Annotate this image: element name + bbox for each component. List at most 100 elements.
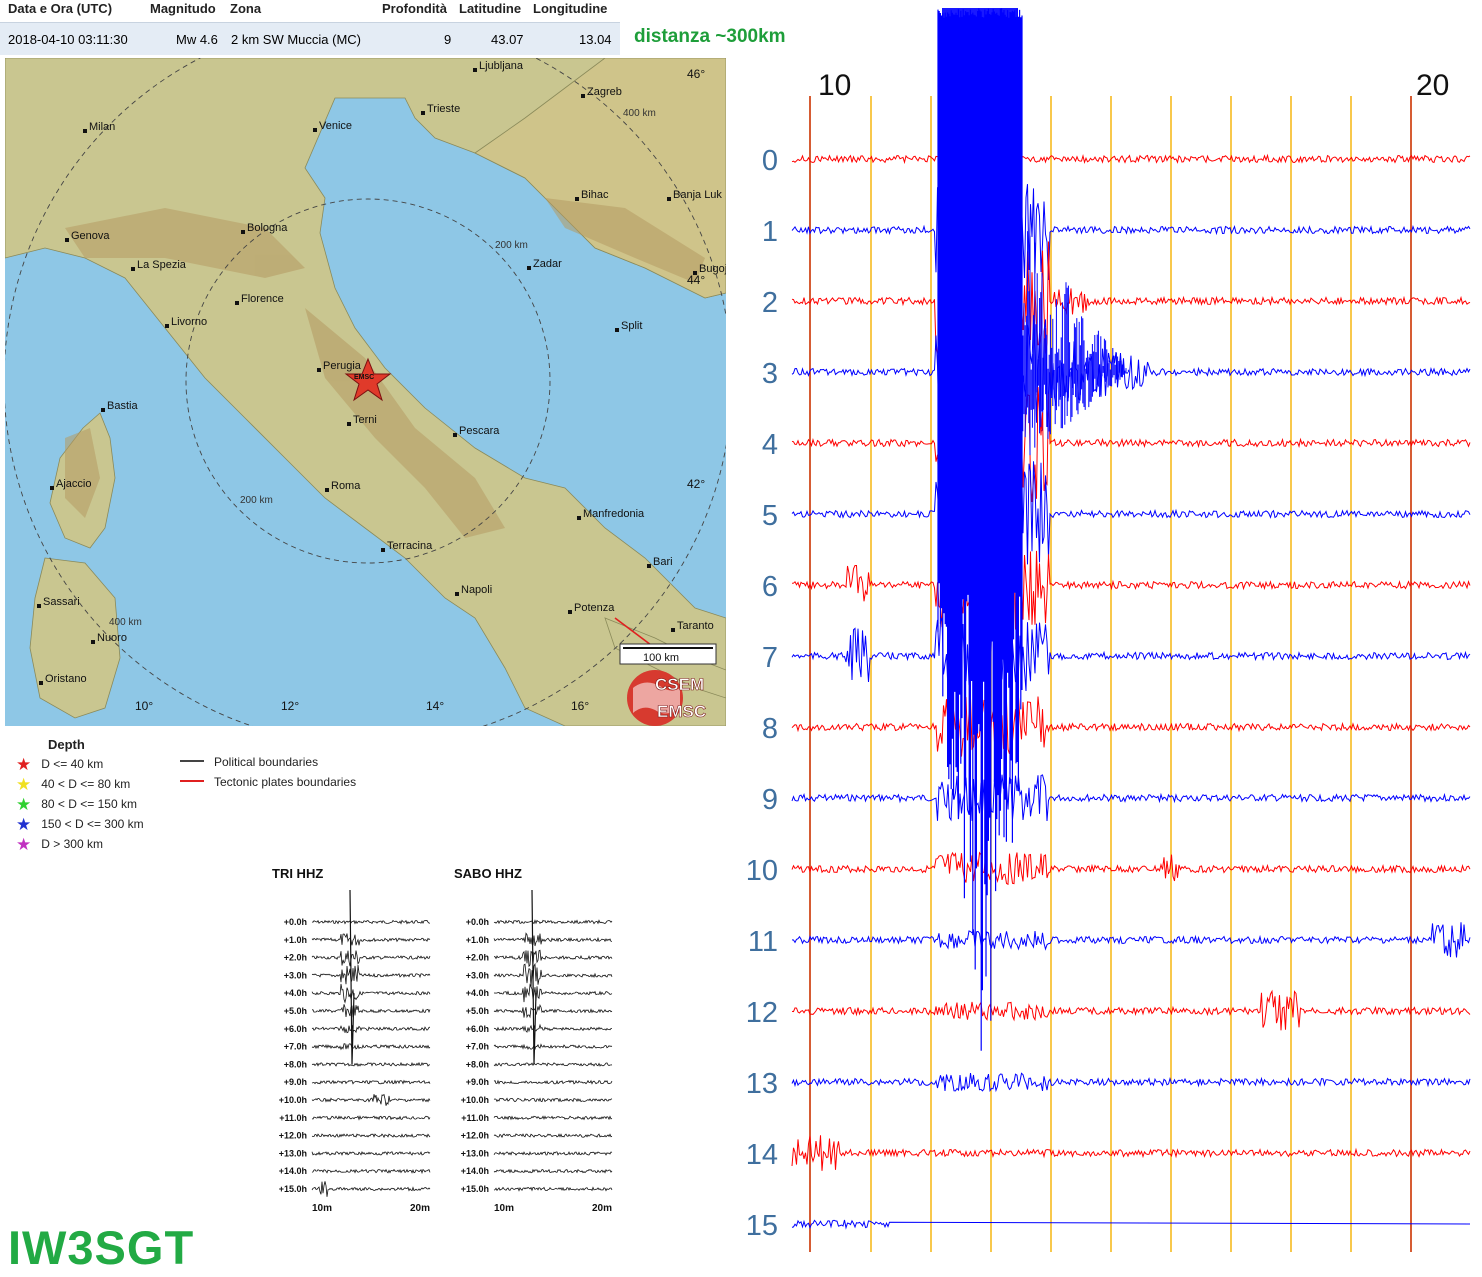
longitude-label: 10° xyxy=(135,699,153,713)
header-latitude: Latitudine xyxy=(459,1,522,16)
mini-trace xyxy=(311,1061,431,1067)
city-dot xyxy=(347,422,351,426)
city-label: Bastia xyxy=(107,400,138,412)
earthquake-signal xyxy=(937,8,1131,1051)
city-label: Roma xyxy=(331,480,361,492)
hour-row-label: 11 xyxy=(748,926,778,958)
mini-row-label: +4.0h xyxy=(284,988,307,998)
minute-label: 20 xyxy=(1416,69,1449,102)
mini-row-label: +5.0h xyxy=(284,1006,307,1016)
ring-distance-label: 200 km xyxy=(240,495,273,506)
legend-depth-label: 40 < D <= 80 km xyxy=(41,777,131,791)
ring-distance-label: 400 km xyxy=(109,617,142,628)
city-dot xyxy=(37,604,41,608)
mini-trace xyxy=(493,1115,613,1121)
event-magnitude: Mw 4.6 xyxy=(176,32,218,47)
longitude-label: 14° xyxy=(426,699,444,713)
line-swatch xyxy=(180,760,204,762)
mini-trace xyxy=(493,1062,613,1067)
mini-trace xyxy=(311,1115,431,1121)
mini-trace xyxy=(493,962,613,988)
mini-helicorder: SABO HHZ +0.0h +1.0h +2.0h +3.0h +4.0h +5.0h +6… xyxy=(454,866,613,1214)
csem-emsc-logo: CSEM EMSC xyxy=(627,670,706,726)
line-swatch xyxy=(180,780,204,782)
hour-row-label: 12 xyxy=(746,997,778,1029)
mini-trace xyxy=(493,1023,612,1033)
city-dot xyxy=(91,640,95,644)
scale-bar: 100 km xyxy=(619,643,717,665)
legend-line-label: Tectonic plates boundaries xyxy=(214,775,357,789)
city-label: Florence xyxy=(241,293,284,305)
city-label: Pescara xyxy=(459,425,500,437)
city-labels: Ljubljana Zagreb Milan Venice Trieste Bihac Ba… xyxy=(43,60,726,685)
mini-trace xyxy=(493,1079,613,1085)
city-dot xyxy=(313,128,317,132)
event-row: 2018-04-10 03:11:30 Mw 4.6 2 km SW Mucci… xyxy=(0,22,620,55)
city-dot xyxy=(317,368,321,372)
mini-row-label: +11.0h xyxy=(461,1113,489,1123)
hour-trace xyxy=(791,174,1471,289)
hour-row-label: 4 xyxy=(762,429,778,461)
time-gridlines xyxy=(809,96,1412,1252)
hour-row-label: 5 xyxy=(762,500,778,532)
mini-event-spike xyxy=(531,889,537,1065)
mini-trace xyxy=(311,964,431,985)
city-dot xyxy=(50,486,54,490)
mini-row-label: +7.0h xyxy=(284,1042,307,1052)
mini-trace xyxy=(311,1079,431,1085)
hour-trace xyxy=(791,1072,1471,1093)
hour-row-label: 7 xyxy=(762,642,778,674)
mini-x-tick: 20m xyxy=(410,1203,430,1214)
hour-row-label: 6 xyxy=(762,571,778,603)
minute-label: 10 xyxy=(818,69,851,102)
city-dot xyxy=(577,516,581,520)
event-table: Data e Ora (UTC) Magnitudo Zona Profondi… xyxy=(0,0,620,55)
hour-row-label: 2 xyxy=(762,287,778,319)
city-label: Oristano xyxy=(45,673,87,685)
hour-row-label: 10 xyxy=(746,855,778,887)
star-icon: ★ xyxy=(16,835,32,854)
event-longitude: 13.04 xyxy=(579,32,612,47)
city-label: Ljubljana xyxy=(479,60,524,72)
mini-trace xyxy=(493,919,613,925)
mini-trace xyxy=(311,1093,431,1106)
city-dot xyxy=(667,197,671,201)
city-label: Terracina xyxy=(387,540,433,552)
city-dot xyxy=(575,197,579,201)
city-dot xyxy=(455,592,459,596)
hour-trace xyxy=(791,461,1471,566)
city-label: Trieste xyxy=(427,103,460,115)
city-label: Livorno xyxy=(171,316,207,328)
city-dot xyxy=(647,564,651,568)
mini-row-label: +11.0h xyxy=(279,1113,307,1123)
city-label: Split xyxy=(621,320,642,332)
mini-trace xyxy=(493,932,613,947)
legend-depth-label: D <= 40 km xyxy=(41,757,104,771)
logo-emsc: EMSC xyxy=(657,702,706,721)
city-dot xyxy=(473,68,477,72)
mini-title: TRI HHZ xyxy=(272,866,323,881)
city-label: Genova xyxy=(71,230,110,242)
event-coda xyxy=(1017,231,1131,456)
mini-helicorder: TRI HHZ +0.0h +1.0h +2.0h +3.0h +4.0h +5.0h +6.… xyxy=(272,866,431,1214)
legend-depth-item: ★ D > 300 km xyxy=(16,835,103,855)
mini-row-label: +6.0h xyxy=(466,1024,489,1034)
hour-trace xyxy=(791,1135,1471,1171)
city-label: Sassari xyxy=(43,596,80,608)
latitude-label: 44° xyxy=(687,273,705,287)
mini-trace xyxy=(493,1003,613,1019)
hour-row-label: 14 xyxy=(746,1139,778,1171)
legend-line-label: Political boundaries xyxy=(214,755,319,769)
header-zone: Zona xyxy=(230,1,262,16)
mini-row-label: +15.0h xyxy=(461,1184,489,1194)
mini-trace xyxy=(493,1133,613,1139)
mini-trace xyxy=(311,919,430,925)
legend-depth-item: ★ D <= 40 km xyxy=(16,755,103,775)
city-label: Potenza xyxy=(574,602,615,614)
longitude-label: 12° xyxy=(281,699,299,713)
legend-line-item: Tectonic plates boundaries xyxy=(180,775,356,789)
distance-note: distanza ~300km xyxy=(634,26,786,47)
city-label: Banja Luk xyxy=(673,189,722,201)
legend-depth-label: 80 < D <= 150 km xyxy=(41,797,137,811)
latitude-label: 42° xyxy=(687,477,705,491)
